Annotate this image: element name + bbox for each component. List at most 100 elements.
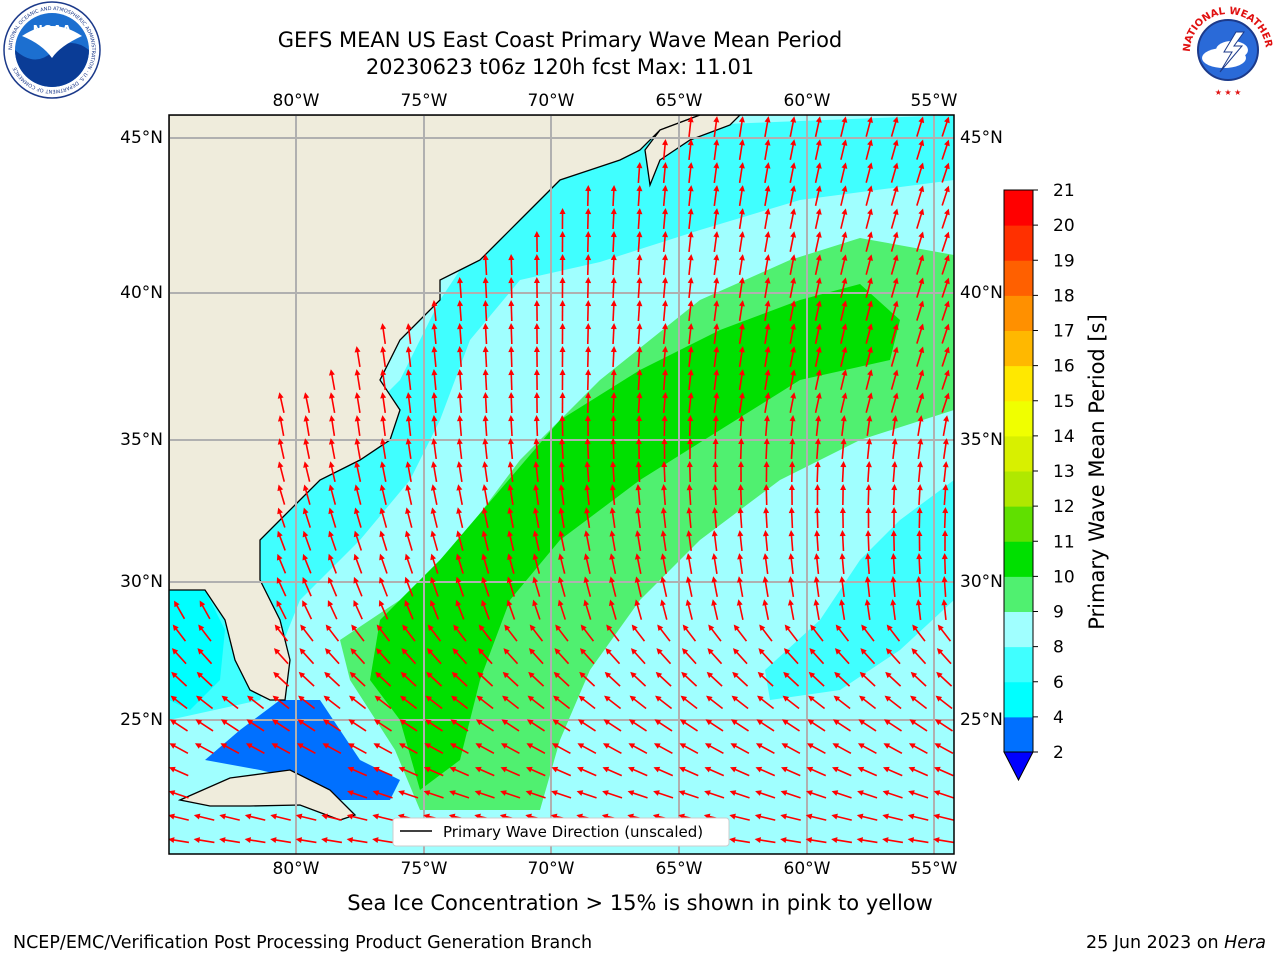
wave-arrow — [934, 743, 954, 754]
wave-arrow — [941, 208, 950, 229]
wave-arrow — [706, 671, 723, 687]
wave-arrow — [789, 369, 797, 390]
wave-arrow — [780, 813, 801, 821]
wave-arrow — [559, 369, 566, 391]
wave-arrow — [354, 346, 361, 368]
wave-arrow — [763, 461, 770, 483]
wave-arrow — [481, 553, 490, 574]
wave-arrow — [764, 116, 771, 138]
wave-arrow — [763, 438, 770, 460]
wave-arrow — [610, 415, 617, 437]
wave-arrow — [662, 300, 669, 322]
wave-arrow — [857, 790, 878, 799]
wave-arrow — [840, 346, 848, 367]
wave-arrow — [431, 346, 438, 368]
wave-arrow — [636, 323, 643, 345]
wave-arrow — [704, 766, 725, 777]
wave-arrow — [636, 254, 643, 276]
wave-arrow — [885, 671, 902, 687]
wave-arrow — [738, 139, 745, 161]
wave-arrow — [405, 346, 412, 368]
wave-arrow — [430, 484, 438, 505]
wave-arrow — [681, 648, 697, 665]
wave-arrow — [789, 162, 797, 183]
wave-arrow — [195, 719, 214, 732]
wave-arrow — [404, 553, 414, 574]
wave-arrow — [399, 719, 418, 732]
wave-arrow — [662, 369, 669, 391]
wave-arrow — [273, 648, 289, 665]
wave-arrow — [865, 346, 873, 367]
svg-text:NOAA: NOAA — [33, 23, 72, 37]
wave-arrow — [627, 766, 648, 777]
wave-arrow — [762, 599, 770, 620]
wave-arrow — [584, 484, 591, 506]
wave-arrow — [916, 369, 925, 390]
wave-arrow — [482, 323, 489, 345]
wave-arrow — [807, 719, 826, 732]
wave-arrow — [707, 648, 723, 665]
wave-arrow — [482, 392, 489, 414]
wave-arrow — [298, 695, 316, 710]
colorbar-tick-label: 10 — [1053, 567, 1075, 587]
wave-arrow — [457, 323, 464, 345]
wave-arrow — [327, 576, 338, 597]
wave-arrow — [789, 300, 797, 321]
wave-arrow — [426, 648, 442, 665]
wave-arrow — [482, 369, 489, 391]
wave-arrow — [840, 231, 848, 252]
wave-arrow — [196, 671, 213, 687]
wave-arrow — [628, 719, 647, 732]
wave-arrow — [865, 461, 872, 483]
colorbar-segment — [1004, 400, 1033, 437]
wave-arrow — [508, 277, 515, 299]
wave-arrow — [789, 208, 797, 229]
wave-arrow — [635, 530, 642, 552]
wave-arrow — [585, 185, 592, 207]
wave-arrow — [559, 208, 566, 230]
wave-arrow — [730, 719, 749, 732]
wave-arrow — [864, 576, 871, 598]
wave-arrow — [196, 695, 214, 710]
footer-timestamp: 25 Jun 2023 on Hera — [1086, 933, 1266, 953]
wave-arrow — [404, 599, 414, 620]
wave-arrow — [713, 323, 720, 345]
wave-arrow — [814, 369, 822, 390]
wave-arrow — [865, 139, 873, 160]
wave-arrow — [655, 695, 673, 710]
wave-arrow — [783, 671, 800, 687]
wave-arrow — [917, 461, 924, 483]
wave-arrow — [634, 599, 643, 620]
wave-arrow — [198, 624, 212, 642]
wave-arrow — [449, 790, 470, 799]
wave-arrow — [738, 438, 745, 460]
wave-arrow — [912, 624, 926, 642]
wave-arrow — [169, 719, 188, 732]
wave-arrow — [764, 162, 771, 184]
wave-arrow — [502, 671, 519, 687]
wave-arrow — [559, 254, 566, 276]
wave-arrow — [890, 323, 899, 344]
wave-arrow — [941, 139, 950, 160]
wave-arrow — [910, 671, 927, 687]
wave-arrow — [627, 790, 648, 799]
wave-arrow — [942, 530, 949, 552]
wave-arrow — [551, 790, 572, 799]
cuba-landmass — [177, 769, 357, 821]
wave-arrow — [220, 719, 239, 732]
wave-arrow — [754, 837, 776, 844]
wave-arrow — [533, 438, 540, 460]
wave-arrow — [451, 671, 468, 687]
lon-label-80w-bottom: 80°W — [273, 859, 320, 879]
wave-arrow — [762, 553, 769, 575]
wave-arrow — [883, 743, 903, 754]
wave-arrow — [457, 392, 464, 414]
wave-arrow — [933, 766, 954, 777]
wave-arrow — [711, 599, 719, 620]
wave-arrow — [840, 438, 847, 460]
wave-arrow — [372, 790, 393, 799]
wave-arrow — [346, 837, 368, 844]
wave-arrow — [713, 254, 720, 276]
wave-arrow — [430, 576, 439, 597]
wave-arrow — [558, 530, 566, 551]
